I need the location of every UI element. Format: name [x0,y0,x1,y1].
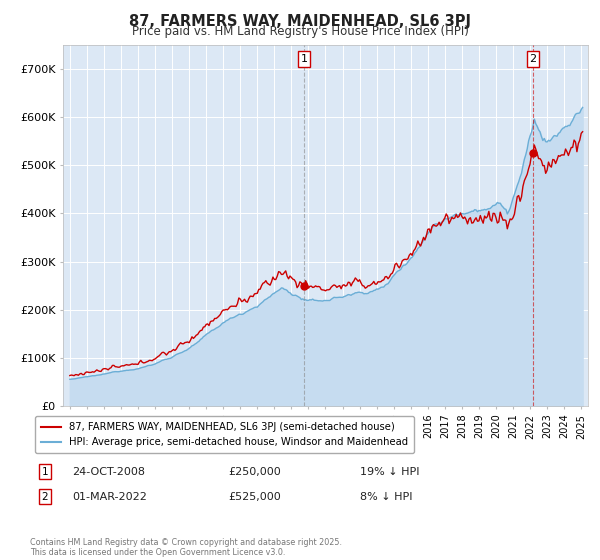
Legend: 87, FARMERS WAY, MAIDENHEAD, SL6 3PJ (semi-detached house), HPI: Average price, : 87, FARMERS WAY, MAIDENHEAD, SL6 3PJ (se… [35,416,414,453]
Text: £250,000: £250,000 [228,466,281,477]
Text: 87, FARMERS WAY, MAIDENHEAD, SL6 3PJ: 87, FARMERS WAY, MAIDENHEAD, SL6 3PJ [129,14,471,29]
Text: Contains HM Land Registry data © Crown copyright and database right 2025.
This d: Contains HM Land Registry data © Crown c… [30,538,342,557]
Text: £525,000: £525,000 [228,492,281,502]
Text: 2: 2 [41,492,49,502]
Text: 24-OCT-2008: 24-OCT-2008 [72,466,145,477]
Text: 01-MAR-2022: 01-MAR-2022 [72,492,147,502]
Text: 19% ↓ HPI: 19% ↓ HPI [360,466,419,477]
Text: 8% ↓ HPI: 8% ↓ HPI [360,492,413,502]
Text: 1: 1 [41,466,49,477]
Text: Price paid vs. HM Land Registry's House Price Index (HPI): Price paid vs. HM Land Registry's House … [131,25,469,38]
Text: 1: 1 [301,54,308,64]
Text: 2: 2 [529,54,536,64]
